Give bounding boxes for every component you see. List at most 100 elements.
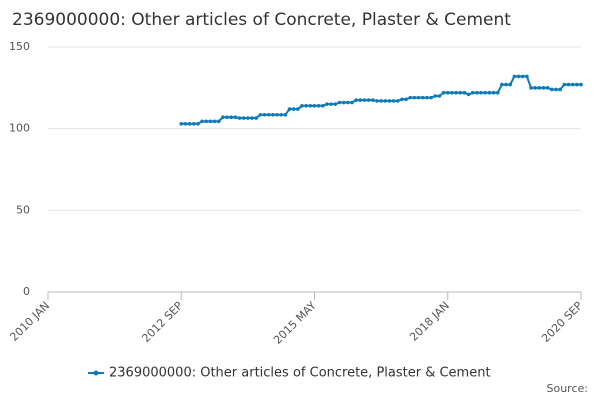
- data-point: [216, 119, 221, 124]
- data-point: [362, 98, 367, 102]
- data-point: [483, 90, 488, 95]
- data-point: [379, 99, 383, 103]
- data-point: [271, 112, 275, 117]
- data-point: [500, 82, 504, 87]
- data-point: [250, 116, 254, 120]
- legend-label: 2369000000: Other articles of Concrete, …: [109, 366, 491, 381]
- data-point: [404, 97, 408, 102]
- data-point: [208, 119, 213, 124]
- data-point: [225, 115, 229, 120]
- data-point: [287, 107, 292, 111]
- x-tick-label: 2018 JAN: [407, 299, 452, 344]
- data-point: [337, 100, 342, 105]
- x-tick-label: 2020 SEP: [539, 299, 585, 345]
- data-point: [266, 112, 271, 117]
- data-point: [512, 74, 517, 79]
- data-point: [354, 98, 358, 102]
- x-tick-label: 2010 JAN: [7, 299, 52, 344]
- data-point: [575, 82, 579, 87]
- data-point: [258, 112, 263, 117]
- data-point: [516, 74, 521, 79]
- data-point: [387, 99, 392, 103]
- data-point: [350, 100, 354, 105]
- data-point: [420, 95, 425, 100]
- data-point: [462, 90, 467, 95]
- data-point: [383, 99, 388, 103]
- source-label: Source:: [547, 382, 589, 395]
- data-point: [554, 87, 558, 92]
- data-point: [475, 90, 479, 95]
- data-point: [412, 95, 417, 100]
- data-point: [541, 86, 546, 90]
- data-point: [229, 115, 234, 120]
- data-point: [279, 112, 283, 117]
- data-point: [433, 94, 438, 98]
- data-point: [179, 121, 184, 126]
- data-point: [212, 119, 217, 124]
- data-point: [487, 90, 492, 95]
- data-point: [237, 116, 242, 120]
- chart-title: 2369000000: Other articles of Concrete, …: [12, 10, 511, 30]
- data-point: [458, 90, 463, 95]
- data-point: [191, 121, 196, 126]
- data-point: [445, 90, 450, 95]
- data-point: [400, 97, 404, 102]
- y-tick-label: 0: [23, 285, 30, 298]
- data-point: [233, 115, 238, 120]
- data-point: [416, 95, 421, 100]
- data-point: [491, 90, 496, 95]
- data-point: [333, 102, 338, 106]
- data-point: [275, 112, 279, 117]
- data-point: [529, 86, 533, 90]
- data-point: [183, 121, 188, 126]
- data-point: [525, 74, 529, 79]
- data-point: [291, 107, 296, 111]
- data-point: [300, 104, 304, 108]
- data-point: [346, 100, 350, 105]
- data-point: [246, 116, 250, 120]
- data-point: [370, 98, 375, 102]
- data-point: [391, 99, 396, 103]
- data-point: [312, 104, 317, 108]
- data-point: [262, 112, 267, 117]
- data-point: [495, 90, 500, 95]
- legend-marker: [93, 370, 99, 376]
- data-point: [425, 95, 429, 100]
- data-point: [520, 74, 525, 79]
- data-point: [358, 98, 363, 102]
- data-point: [570, 82, 575, 87]
- data-point: [441, 90, 446, 95]
- data-point: [200, 119, 204, 124]
- data-point: [450, 90, 454, 95]
- data-point: [579, 82, 583, 87]
- data-point: [316, 104, 321, 108]
- data-point: [329, 102, 333, 106]
- data-point: [341, 100, 346, 105]
- data-point: [283, 112, 288, 117]
- x-tick-label: 2012 SEP: [139, 299, 185, 345]
- x-tick-label: 2015 MAY: [271, 299, 319, 347]
- data-point: [470, 90, 475, 95]
- data-point: [429, 95, 433, 100]
- data-point: [196, 121, 200, 126]
- data-point: [254, 116, 259, 120]
- data-point: [321, 104, 325, 108]
- data-point: [454, 90, 458, 95]
- data-point: [479, 90, 483, 95]
- data-point: [241, 116, 246, 120]
- data-point: [325, 102, 329, 106]
- data-point: [558, 87, 562, 92]
- data-point: [537, 86, 542, 90]
- data-point: [221, 115, 225, 120]
- y-tick-label: 50: [16, 203, 30, 216]
- data-point: [466, 92, 471, 97]
- data-point: [304, 104, 308, 108]
- data-point: [437, 94, 442, 98]
- data-point: [296, 107, 300, 111]
- data-point: [504, 82, 508, 87]
- data-point: [566, 82, 571, 87]
- y-tick-label: 100: [9, 122, 30, 135]
- data-point: [308, 104, 313, 108]
